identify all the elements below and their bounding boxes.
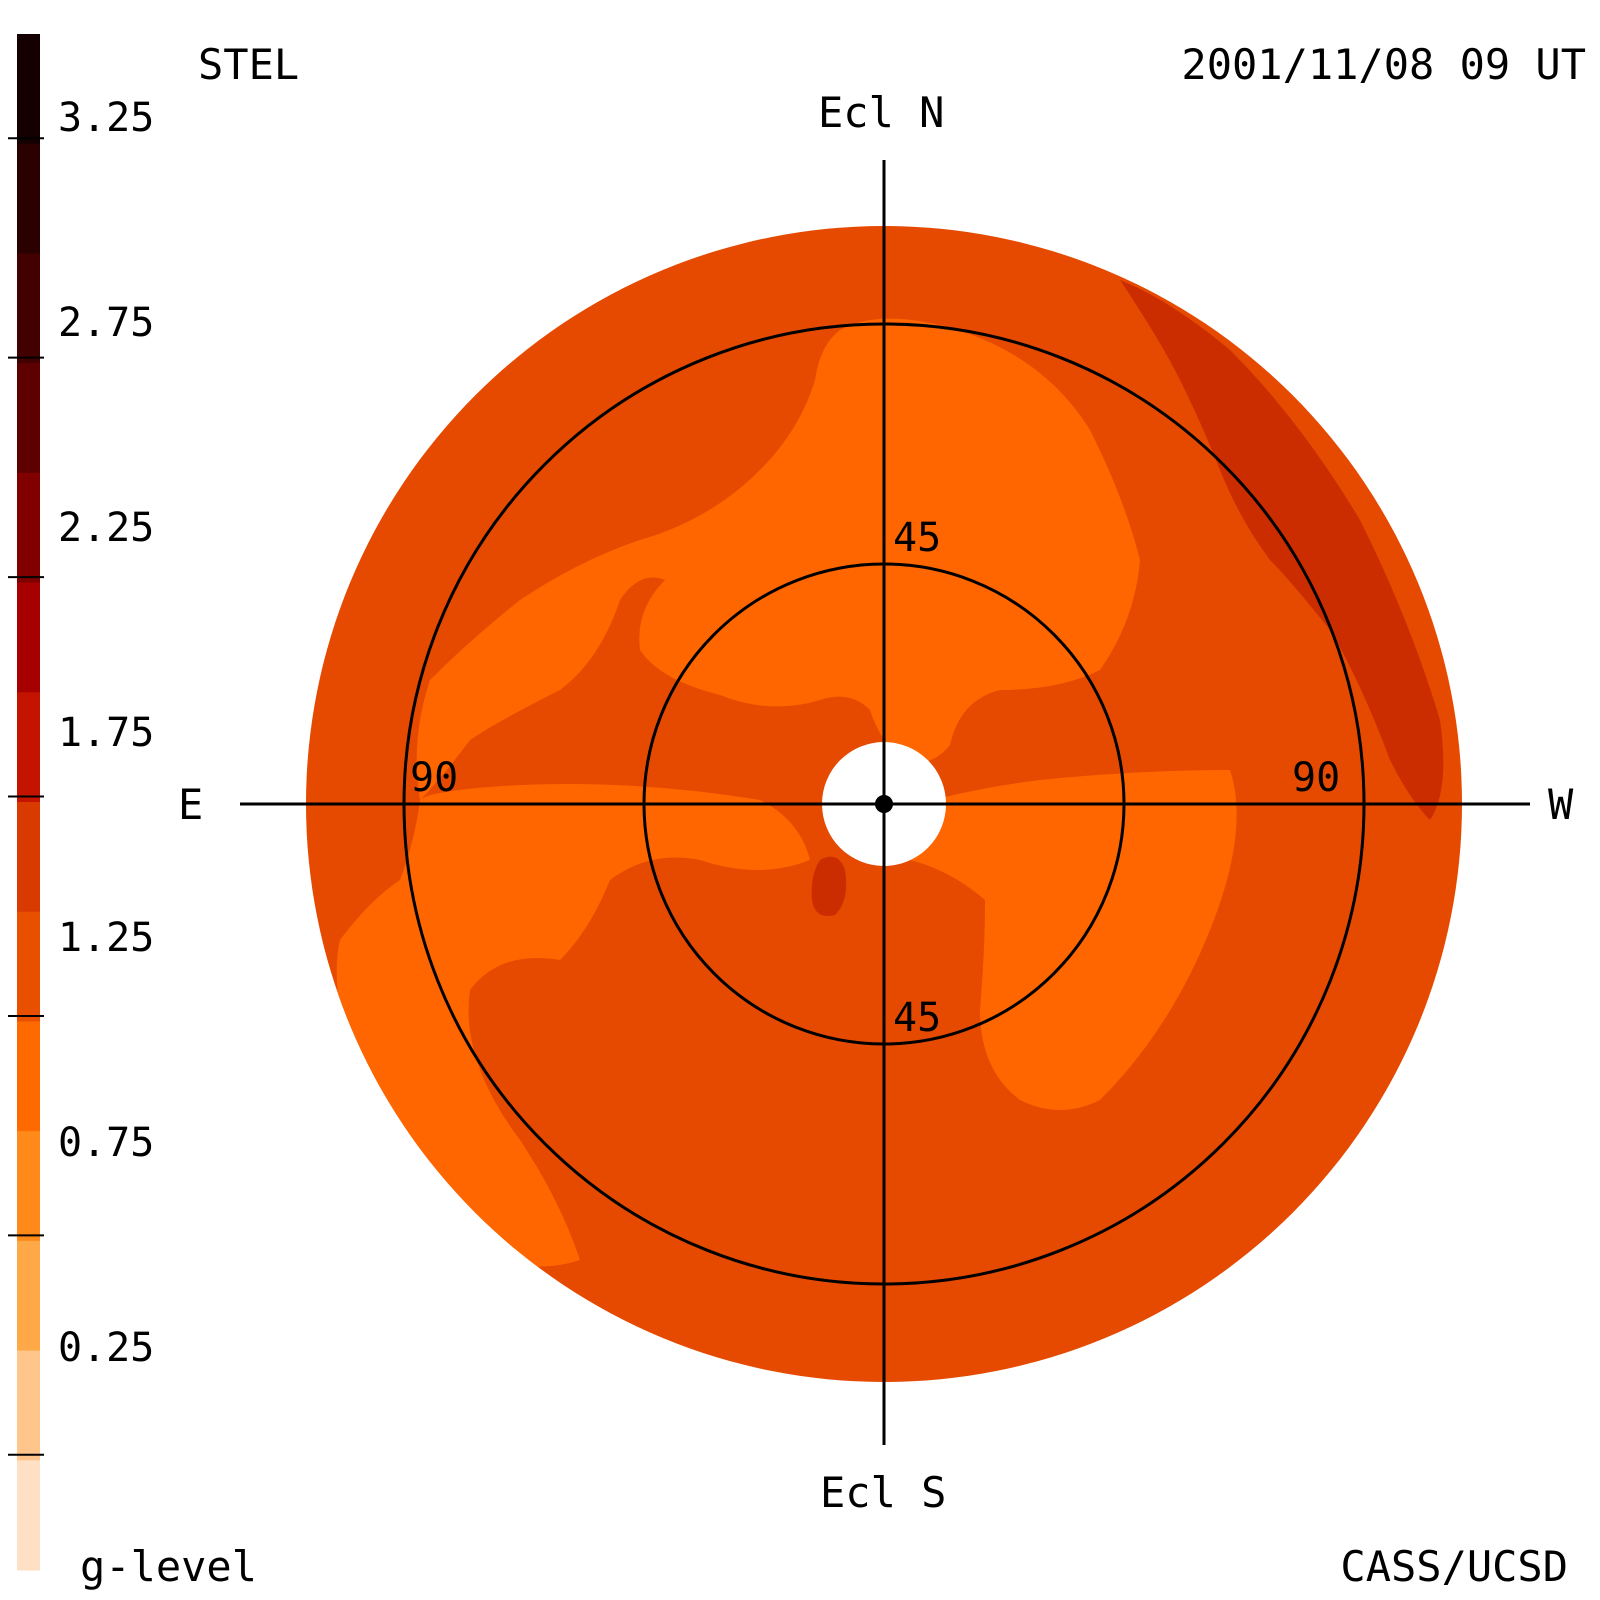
colorbar-segment: [17, 1350, 40, 1461]
colorbar-title: g-level: [80, 1542, 258, 1591]
timestamp-label: 2001/11/08 09 UT: [1181, 40, 1586, 89]
instrument-label: STEL: [198, 40, 300, 89]
colorbar-segment: [17, 472, 40, 584]
colorbar-tick-label: 1.75: [58, 710, 155, 756]
colorbar-segment: [17, 1131, 40, 1242]
colorbar-tick-label: 3.25: [58, 95, 155, 141]
direction-west: W: [1548, 780, 1574, 829]
region-orange-left-lobe: [336, 784, 810, 1267]
ring-label-outer-left: 90: [410, 755, 459, 801]
ring-label-inner-top: 45: [893, 515, 942, 561]
region-dark-small-patch: [811, 856, 847, 916]
region-dark-right-band: [1120, 280, 1444, 820]
colorbar-segment: [17, 692, 40, 803]
colorbar-segment: [17, 1460, 40, 1571]
colorbar-segment: [17, 1021, 40, 1132]
colorbar-segment: [17, 582, 40, 693]
colorbar-segment: [17, 802, 40, 913]
ring-label-outer-right: 90: [1292, 755, 1341, 801]
colorbar-segment: [17, 363, 40, 474]
sun-center-dot: [875, 795, 893, 813]
colorbar-segment: [17, 911, 40, 1022]
region-orange-right-lobe: [892, 770, 1237, 1110]
colorbar-segment: [17, 143, 40, 254]
region-orange-upper: [416, 318, 1141, 800]
colorbar-tick-label: 2.25: [58, 505, 155, 551]
colorbar: [8, 34, 44, 1571]
direction-east: E: [178, 780, 204, 829]
colorbar-tick-label: 0.25: [58, 1325, 155, 1371]
colorbar-tick-label: 1.25: [58, 915, 155, 961]
direction-south: Ecl S: [820, 1468, 947, 1517]
colorbar-segment: [17, 1240, 40, 1352]
ring-label-inner-bottom: 45: [893, 995, 942, 1041]
colorbar-segment: [17, 253, 40, 364]
colorbar-segment: [17, 34, 40, 145]
colorbar-tick-label: 0.75: [58, 1120, 155, 1166]
colorbar-tick-label: 2.75: [58, 300, 155, 346]
credit-label: CASS/UCSD: [1340, 1542, 1568, 1591]
direction-north: Ecl N: [818, 88, 945, 137]
